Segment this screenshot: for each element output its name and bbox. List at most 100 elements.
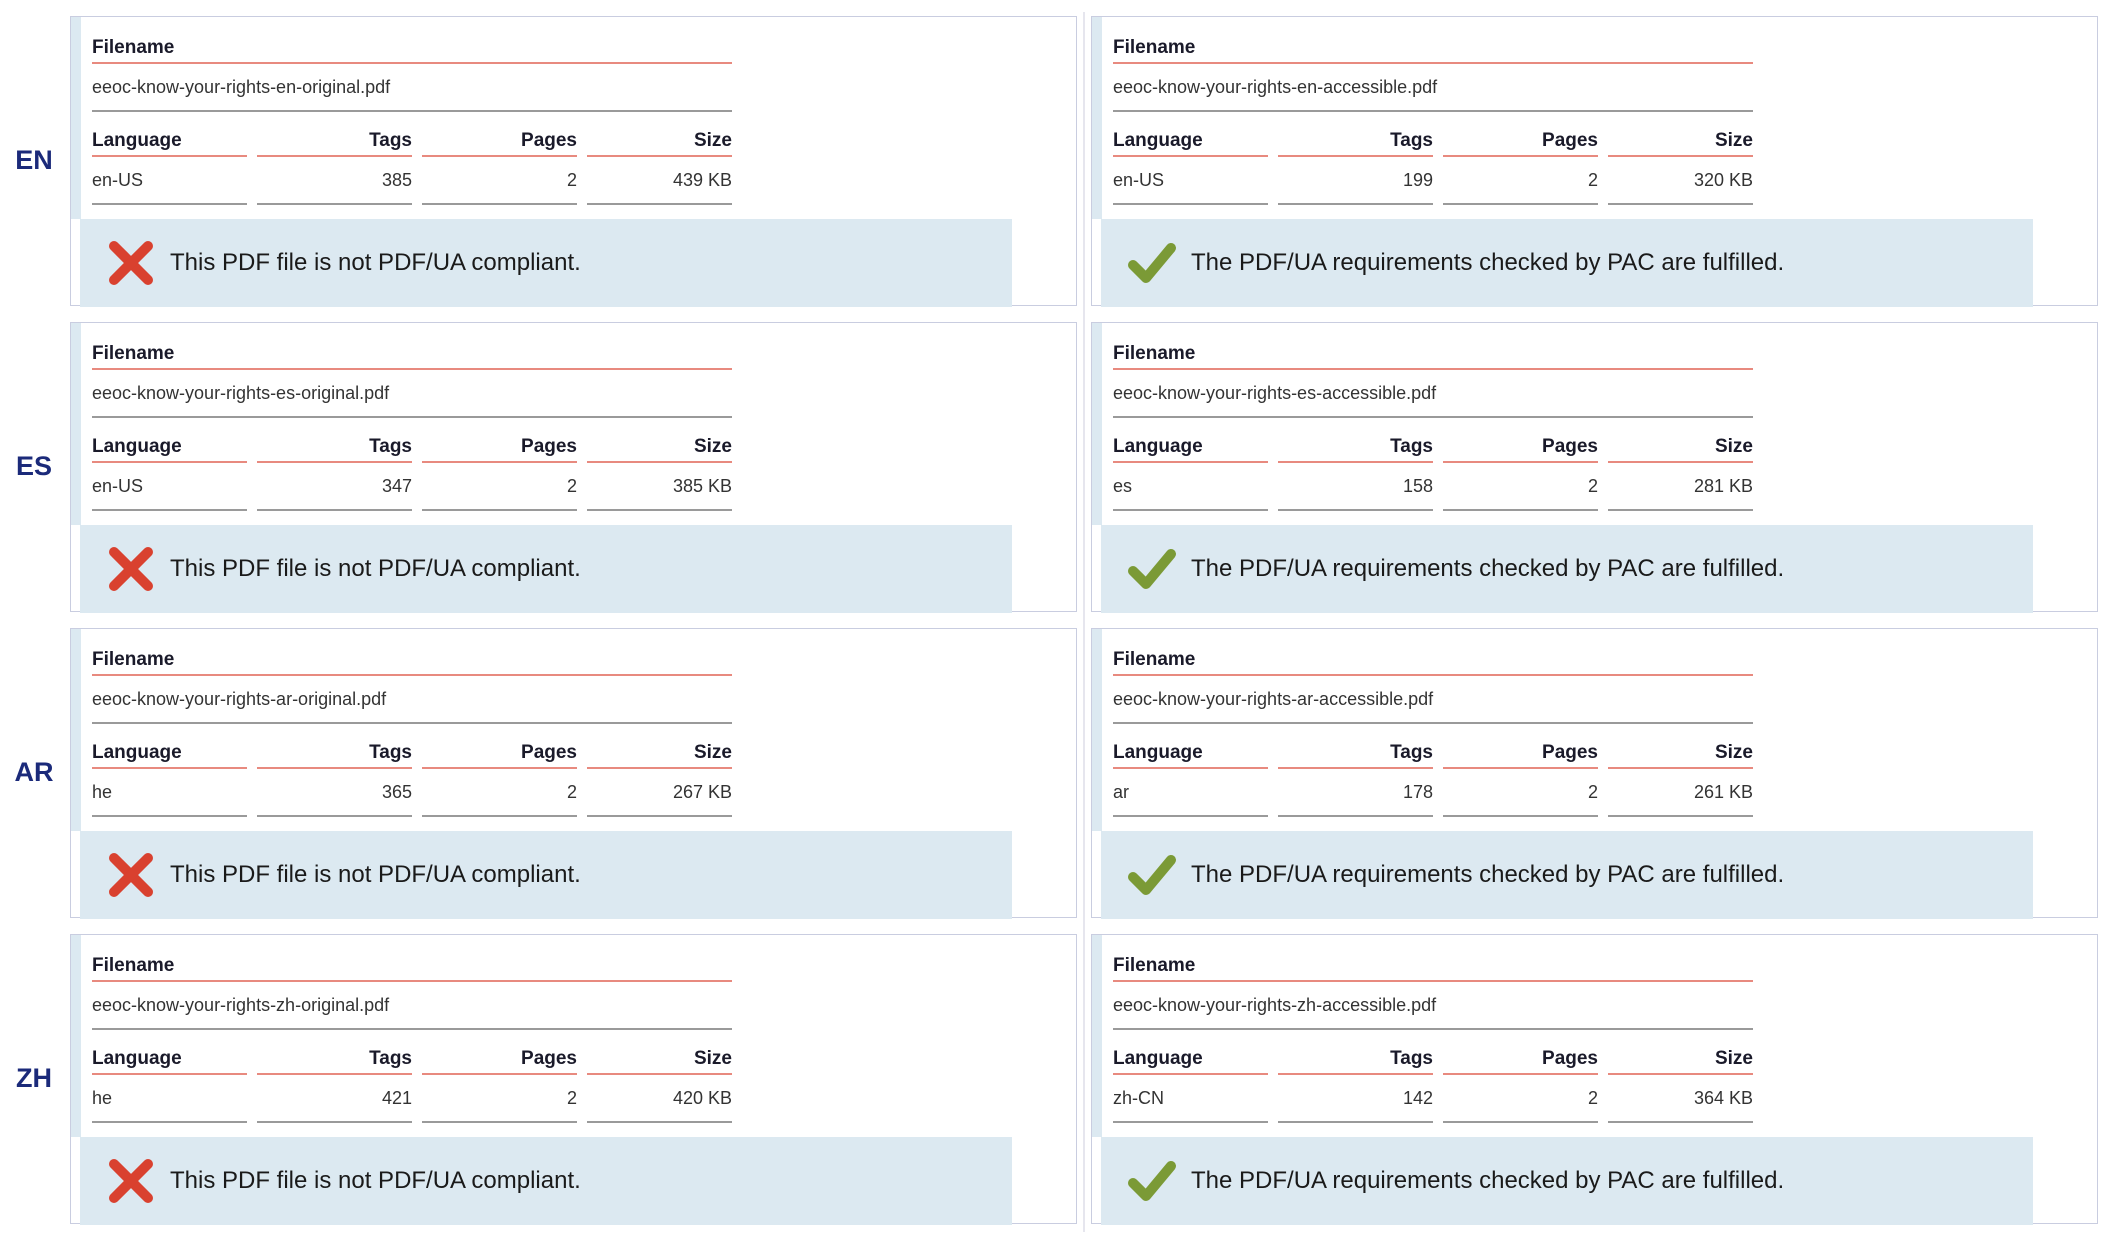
checkmark-icon [1128,549,1176,589]
size-field: Size 267 KB [587,738,732,817]
filename-field: Filename eeoc-know-your-rights-zh-accessi… [1113,951,1753,1030]
compliance-message: The PDF/UA requirements checked by PAC a… [1191,249,1785,276]
column-divider [1083,12,1085,1232]
language-header: Language [92,1044,247,1075]
tags-value: 347 [257,463,412,511]
pages-field: Pages 2 [1443,126,1598,205]
size-header: Size [587,1044,732,1075]
tags-header: Tags [1278,1044,1433,1075]
language-value: he [92,1075,247,1123]
pages-field: Pages 2 [422,126,577,205]
pages-header: Pages [422,738,577,769]
size-value: 320 KB [1608,157,1753,205]
language-label: EN [15,145,53,175]
size-value: 281 KB [1608,463,1753,511]
tags-field: Tags 178 [1278,738,1433,817]
language-value: en-US [1113,157,1268,205]
filename-header: Filename [92,645,732,676]
size-field: Size 439 KB [587,126,732,205]
compliance-message: This PDF file is not PDF/UA compliant. [170,861,581,888]
pages-value: 2 [422,157,577,205]
tags-value: 385 [257,157,412,205]
language-label: ES [15,451,53,481]
compliance-banner-pass: The PDF/UA requirements checked by PAC a… [1101,1137,2033,1225]
language-field: Language en-US [92,126,247,205]
size-value: 267 KB [587,769,732,817]
filename-header: Filename [92,339,732,370]
panel-accent-bar [1092,323,1102,525]
language-field: Language en-US [92,432,247,511]
size-header: Size [587,738,732,769]
report-panel-original: Filename eeoc-know-your-rights-zh-origina… [70,934,1077,1225]
pages-field: Pages 2 [1443,432,1598,511]
compliance-banner-fail: This PDF file is not PDF/UA compliant. [80,1137,1012,1225]
tags-value: 421 [257,1075,412,1123]
language-value: es [1113,463,1268,511]
tags-header: Tags [257,432,412,463]
tags-field: Tags 347 [257,432,412,511]
size-field: Size 261 KB [1608,738,1753,817]
language-field: Language zh-CN [1113,1044,1268,1123]
compliance-banner-fail: This PDF file is not PDF/UA compliant. [80,525,1012,613]
report-panel-accessible: Filename eeoc-know-your-rights-ar-accessi… [1091,628,2098,919]
tags-field: Tags 199 [1278,126,1433,205]
pages-field: Pages 2 [422,738,577,817]
pages-header: Pages [422,432,577,463]
pages-header: Pages [422,126,577,157]
language-label: AR [14,757,54,787]
filename-value: eeoc-know-your-rights-ar-original.pdf [92,676,732,724]
filename-field: Filename eeoc-know-your-rights-ar-origina… [92,645,732,724]
language-header: Language [92,738,247,769]
pages-field: Pages 2 [422,1044,577,1123]
cross-icon [109,241,153,285]
tags-header: Tags [257,1044,412,1075]
tags-field: Tags 421 [257,1044,412,1123]
panel-accent-bar [71,935,81,1137]
size-field: Size 385 KB [587,432,732,511]
filename-field: Filename eeoc-know-your-rights-en-accessi… [1113,33,1753,112]
tags-value: 158 [1278,463,1433,511]
pages-value: 2 [1443,1075,1598,1123]
compliance-banner-fail: This PDF file is not PDF/UA compliant. [80,831,1012,919]
language-value: zh-CN [1113,1075,1268,1123]
pages-value: 2 [422,1075,577,1123]
filename-value: eeoc-know-your-rights-zh-accessible.pdf [1113,982,1753,1030]
size-header: Size [587,126,732,157]
pages-field: Pages 2 [422,432,577,511]
cross-icon [109,547,153,591]
language-header: Language [1113,738,1268,769]
language-field: Language ar [1113,738,1268,817]
pages-value: 2 [422,463,577,511]
cross-icon [109,1159,153,1203]
panel-accent-bar [1092,935,1102,1137]
tags-field: Tags 385 [257,126,412,205]
language-header: Language [92,126,247,157]
filename-header: Filename [92,951,732,982]
tags-header: Tags [1278,738,1433,769]
filename-header: Filename [1113,33,1753,64]
report-panel-accessible: Filename eeoc-know-your-rights-zh-accessi… [1091,934,2098,1225]
pages-value: 2 [422,769,577,817]
language-header: Language [1113,126,1268,157]
filename-header: Filename [1113,645,1753,676]
size-header: Size [1608,432,1753,463]
language-label: ZH [16,1063,52,1093]
size-value: 439 KB [587,157,732,205]
language-field: Language he [92,1044,247,1123]
compliance-banner-pass: The PDF/UA requirements checked by PAC a… [1101,219,2033,307]
pages-field: Pages 2 [1443,738,1598,817]
filename-value: eeoc-know-your-rights-es-original.pdf [92,370,732,418]
pages-value: 2 [1443,157,1598,205]
report-panel-original: Filename eeoc-know-your-rights-es-origina… [70,322,1077,613]
pages-header: Pages [1443,1044,1598,1075]
size-header: Size [587,432,732,463]
compliance-banner-pass: The PDF/UA requirements checked by PAC a… [1101,525,2033,613]
filename-header: Filename [1113,951,1753,982]
pages-header: Pages [422,1044,577,1075]
language-value: ar [1113,769,1268,817]
tags-field: Tags 158 [1278,432,1433,511]
size-value: 364 KB [1608,1075,1753,1123]
size-value: 420 KB [587,1075,732,1123]
panel-accent-bar [71,17,81,219]
panel-accent-bar [1092,17,1102,219]
